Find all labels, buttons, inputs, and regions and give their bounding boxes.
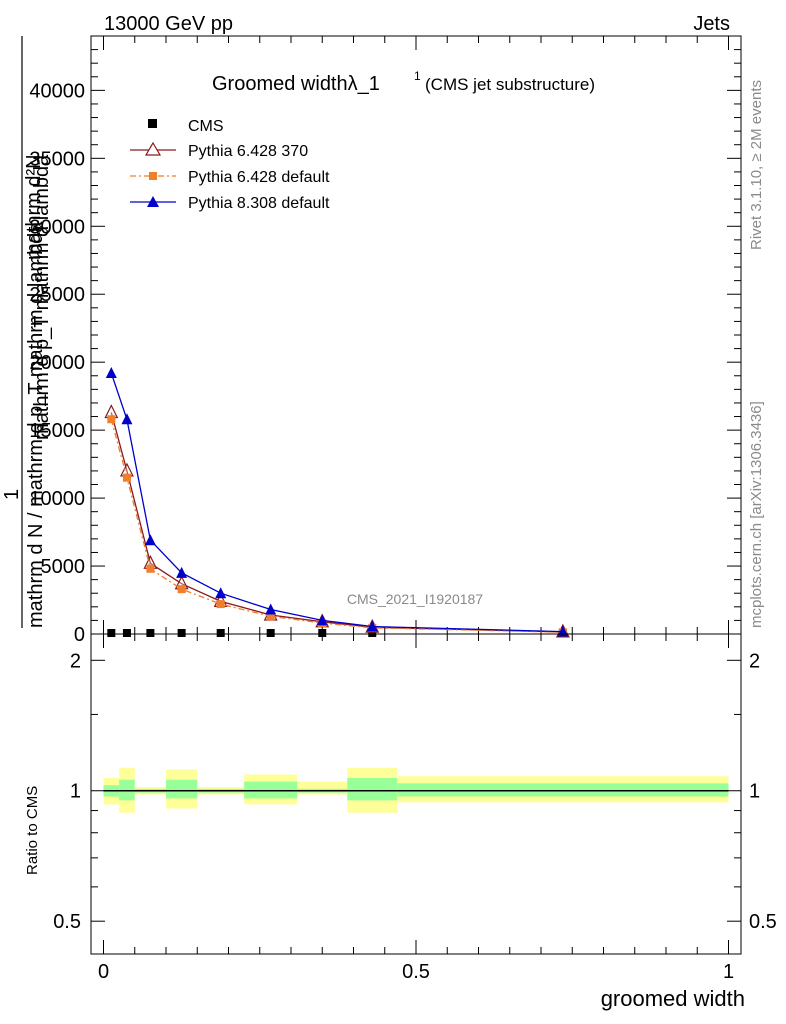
legend-cms-marker: [148, 119, 157, 128]
series-pythia6-370: [104, 404, 570, 638]
series-pythia8-default-point: [215, 587, 227, 599]
legend-pythia6-default-marker: [149, 172, 157, 180]
legend-cms-label: CMS: [188, 118, 224, 135]
ratio-y-tick-label: 2: [70, 650, 81, 672]
legend-pythia6-370-label: Pythia 6.428 370: [188, 143, 308, 160]
main-y-tick-label: 0: [74, 624, 85, 646]
series-pythia8-default-point: [121, 413, 133, 425]
main-y-axis-label: mathrm d²N mathrm d p_T mathrm d lambda …: [1, 36, 53, 628]
ratio-y-tick-label: 1: [70, 781, 81, 803]
series-pythia6-default-point: [266, 612, 275, 621]
legend-cms: CMS: [148, 118, 224, 135]
ratio-band-inner: [347, 778, 398, 801]
ratio-y-label: Ratio to CMS: [24, 786, 41, 875]
y-label-denominator-lower: mathrm d N / mathrm d p_T mathrm d lambd…: [25, 221, 47, 628]
series-cms-point: [107, 629, 116, 637]
series-pythia6-default-line: [110, 419, 563, 633]
plot-title-superscript: 1: [414, 69, 421, 83]
main-y-tick-label: 30000: [29, 216, 85, 238]
mcplots-label: mcplots.cern.ch [arXiv:1306.3436]: [748, 401, 765, 628]
series-cms-point: [266, 629, 275, 637]
ratio-y-ticks: 0.5 0.5 1 1 2 2: [53, 650, 777, 933]
ratio-panel: 0.5 0.51 12 2 0 0.5 1 Ratio to CMS groomed wi…: [24, 633, 777, 1011]
series-pythia8-default-point: [176, 566, 188, 578]
series-cms-point: [177, 629, 186, 637]
y-label-denominator-upper: mathrm d p_T mathrm d lambda: [31, 154, 53, 440]
series-pythia6-default-point: [216, 600, 225, 609]
series-cms-point: [122, 629, 131, 637]
main-y-tick-label: 5000: [41, 556, 86, 578]
plot-title: Groomed widthλ_1 1 (CMS jet substructure…: [212, 69, 595, 95]
energy-label: 13000 GeV pp: [104, 13, 233, 35]
legend-pythia6-370: Pythia 6.428 370: [130, 141, 308, 160]
series-pythia6-default-point: [146, 564, 155, 573]
ratio-y-tick-label-right: 1: [749, 781, 760, 803]
series-cms-point: [216, 629, 225, 637]
legend-pythia6-default: Pythia 6.428 default: [130, 169, 330, 186]
category-label: Jets: [693, 13, 730, 35]
series-pythia8-default-point: [144, 534, 156, 546]
series-cms-point: [146, 629, 155, 637]
main-y-tick-label: 35000: [29, 148, 85, 170]
analysis-watermark: CMS_2021_I1920187: [347, 591, 483, 607]
series-pythia6-370-line: [110, 412, 563, 633]
series-pythia6-default-point: [107, 415, 116, 424]
main-y-ticks: 0 5000 10000 15000 20000 25000 30000 35000 40000: [29, 35, 741, 646]
series-pythia6-default-point: [177, 585, 186, 594]
main-y-tick-label: 10000: [29, 488, 85, 510]
series-pythia8-default-point: [105, 367, 117, 379]
legend-pythia8-default-marker: [147, 196, 159, 207]
legend: CMS Pythia 6.428 370 Pythia 6.428 defaul…: [130, 118, 330, 212]
series-pythia8-default-point: [366, 620, 378, 632]
ratio-y-tick-label-right: 0.5: [749, 911, 777, 933]
ratio-bands: [103, 767, 729, 813]
ratio-x-ticks: 0 0.5 1: [98, 634, 734, 983]
x-axis-label: groomed width: [601, 986, 745, 1011]
main-y-tick-label: 40000: [29, 80, 85, 102]
ratio-y-tick-label-right: 2: [749, 650, 760, 672]
main-y-tick-label: 15000: [29, 420, 85, 442]
y-label-numerator: mathrm d²N: [23, 154, 45, 260]
main-y-tick-label: 20000: [29, 352, 85, 374]
x-tick-label: 0.5: [402, 961, 430, 983]
y-label-one: 1: [1, 489, 23, 500]
rivet-label: Rivet 3.1.10, ≥ 2M events: [748, 80, 765, 250]
legend-pythia6-370-marker: [144, 141, 162, 156]
legend-pythia6-default-label: Pythia 6.428 default: [188, 169, 330, 186]
legend-pythia8-default: Pythia 8.308 default: [130, 195, 330, 212]
series-pythia8-default: [105, 367, 569, 637]
series-layer: [104, 367, 570, 638]
ratio-band-inner: [166, 779, 198, 799]
plot-title-main: Groomed widthλ_1: [212, 73, 380, 95]
x-tick-label: 0: [98, 961, 109, 983]
main-y-tick-label: 25000: [29, 284, 85, 306]
series-pythia8-default-point: [316, 614, 328, 626]
ratio-y-tick-label: 0.5: [53, 911, 81, 933]
series-pythia6-default-point: [122, 473, 131, 482]
plot-subtitle: (CMS jet substructure): [425, 75, 595, 94]
main-x-ticks: [103, 36, 729, 634]
legend-pythia8-default-label: Pythia 8.308 default: [188, 195, 330, 212]
main-panel: 0 5000 10000 15000 20000 25000 30000 35000 40000…: [29, 35, 742, 646]
x-tick-label: 1: [723, 961, 734, 983]
series-pythia6-default: [107, 415, 567, 637]
series-pythia8-default-point: [265, 603, 277, 615]
series-cms-point: [318, 629, 327, 637]
ratio-band-inner: [397, 783, 729, 797]
series-cms-point: [368, 629, 377, 637]
